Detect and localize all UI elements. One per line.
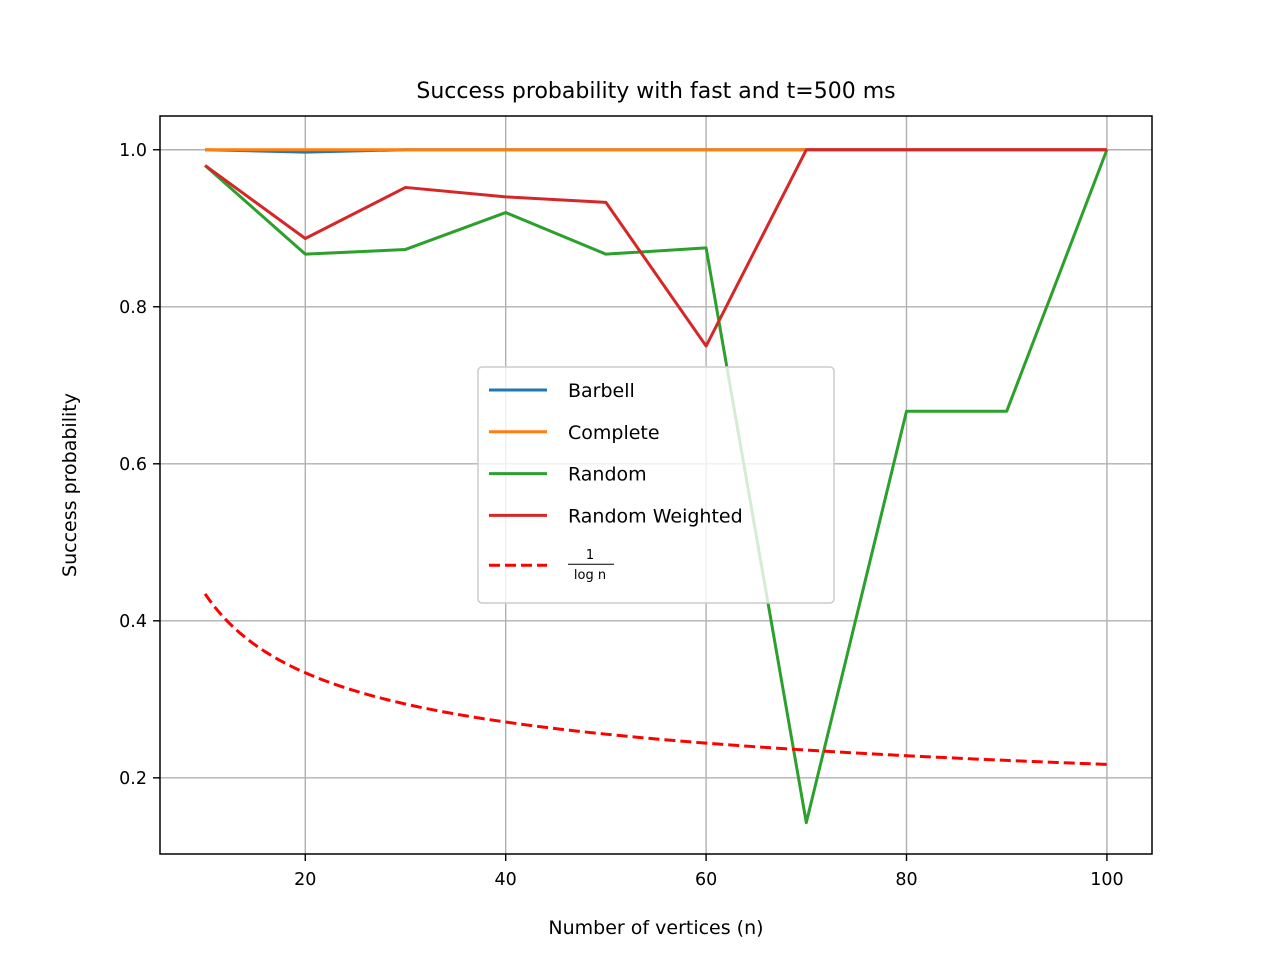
plot-frame <box>159 115 1153 855</box>
axis-ticks: 20 40 60 80 100 0.2 0.4 0.6 0.8 1.0 <box>119 141 1123 890</box>
legend-label-barbell: Barbell <box>568 380 635 402</box>
x-tick-label: 60 <box>695 870 717 890</box>
x-axis-label: Number of vertices (n) <box>548 917 763 939</box>
legend-box <box>477 366 835 604</box>
x-tick-label: 40 <box>495 870 517 890</box>
y-tick-label: 1.0 <box>119 141 147 161</box>
chart-title: Success probability with fast and t=500 … <box>416 79 895 104</box>
legend-label-numerator: 1 <box>586 548 594 563</box>
legend-label-random: Random <box>568 464 647 486</box>
x-tick-label: 100 <box>1090 870 1123 890</box>
y-tick-label: 0.8 <box>119 298 147 318</box>
legend-label-complete: Complete <box>568 422 660 444</box>
series-line-random-weighted <box>204 148 1107 348</box>
y-tick-label: 0.6 <box>119 455 147 475</box>
x-tick-label: 80 <box>895 870 917 890</box>
legend-label-random-weighted: Random Weighted <box>568 505 743 527</box>
y-axis-label: Success probability <box>59 393 81 577</box>
x-tick-label: 20 <box>294 870 316 890</box>
legend-label-denominator: log n <box>574 568 606 583</box>
series-lines <box>203 148 1109 825</box>
y-tick-label: 0.4 <box>119 612 147 632</box>
legend: Barbell Complete Random Random Weighted 1 log… <box>477 366 835 604</box>
y-tick-label: 0.2 <box>119 769 147 789</box>
series-line-random <box>204 149 1109 825</box>
series-line-inverse-log-n <box>203 593 1107 766</box>
